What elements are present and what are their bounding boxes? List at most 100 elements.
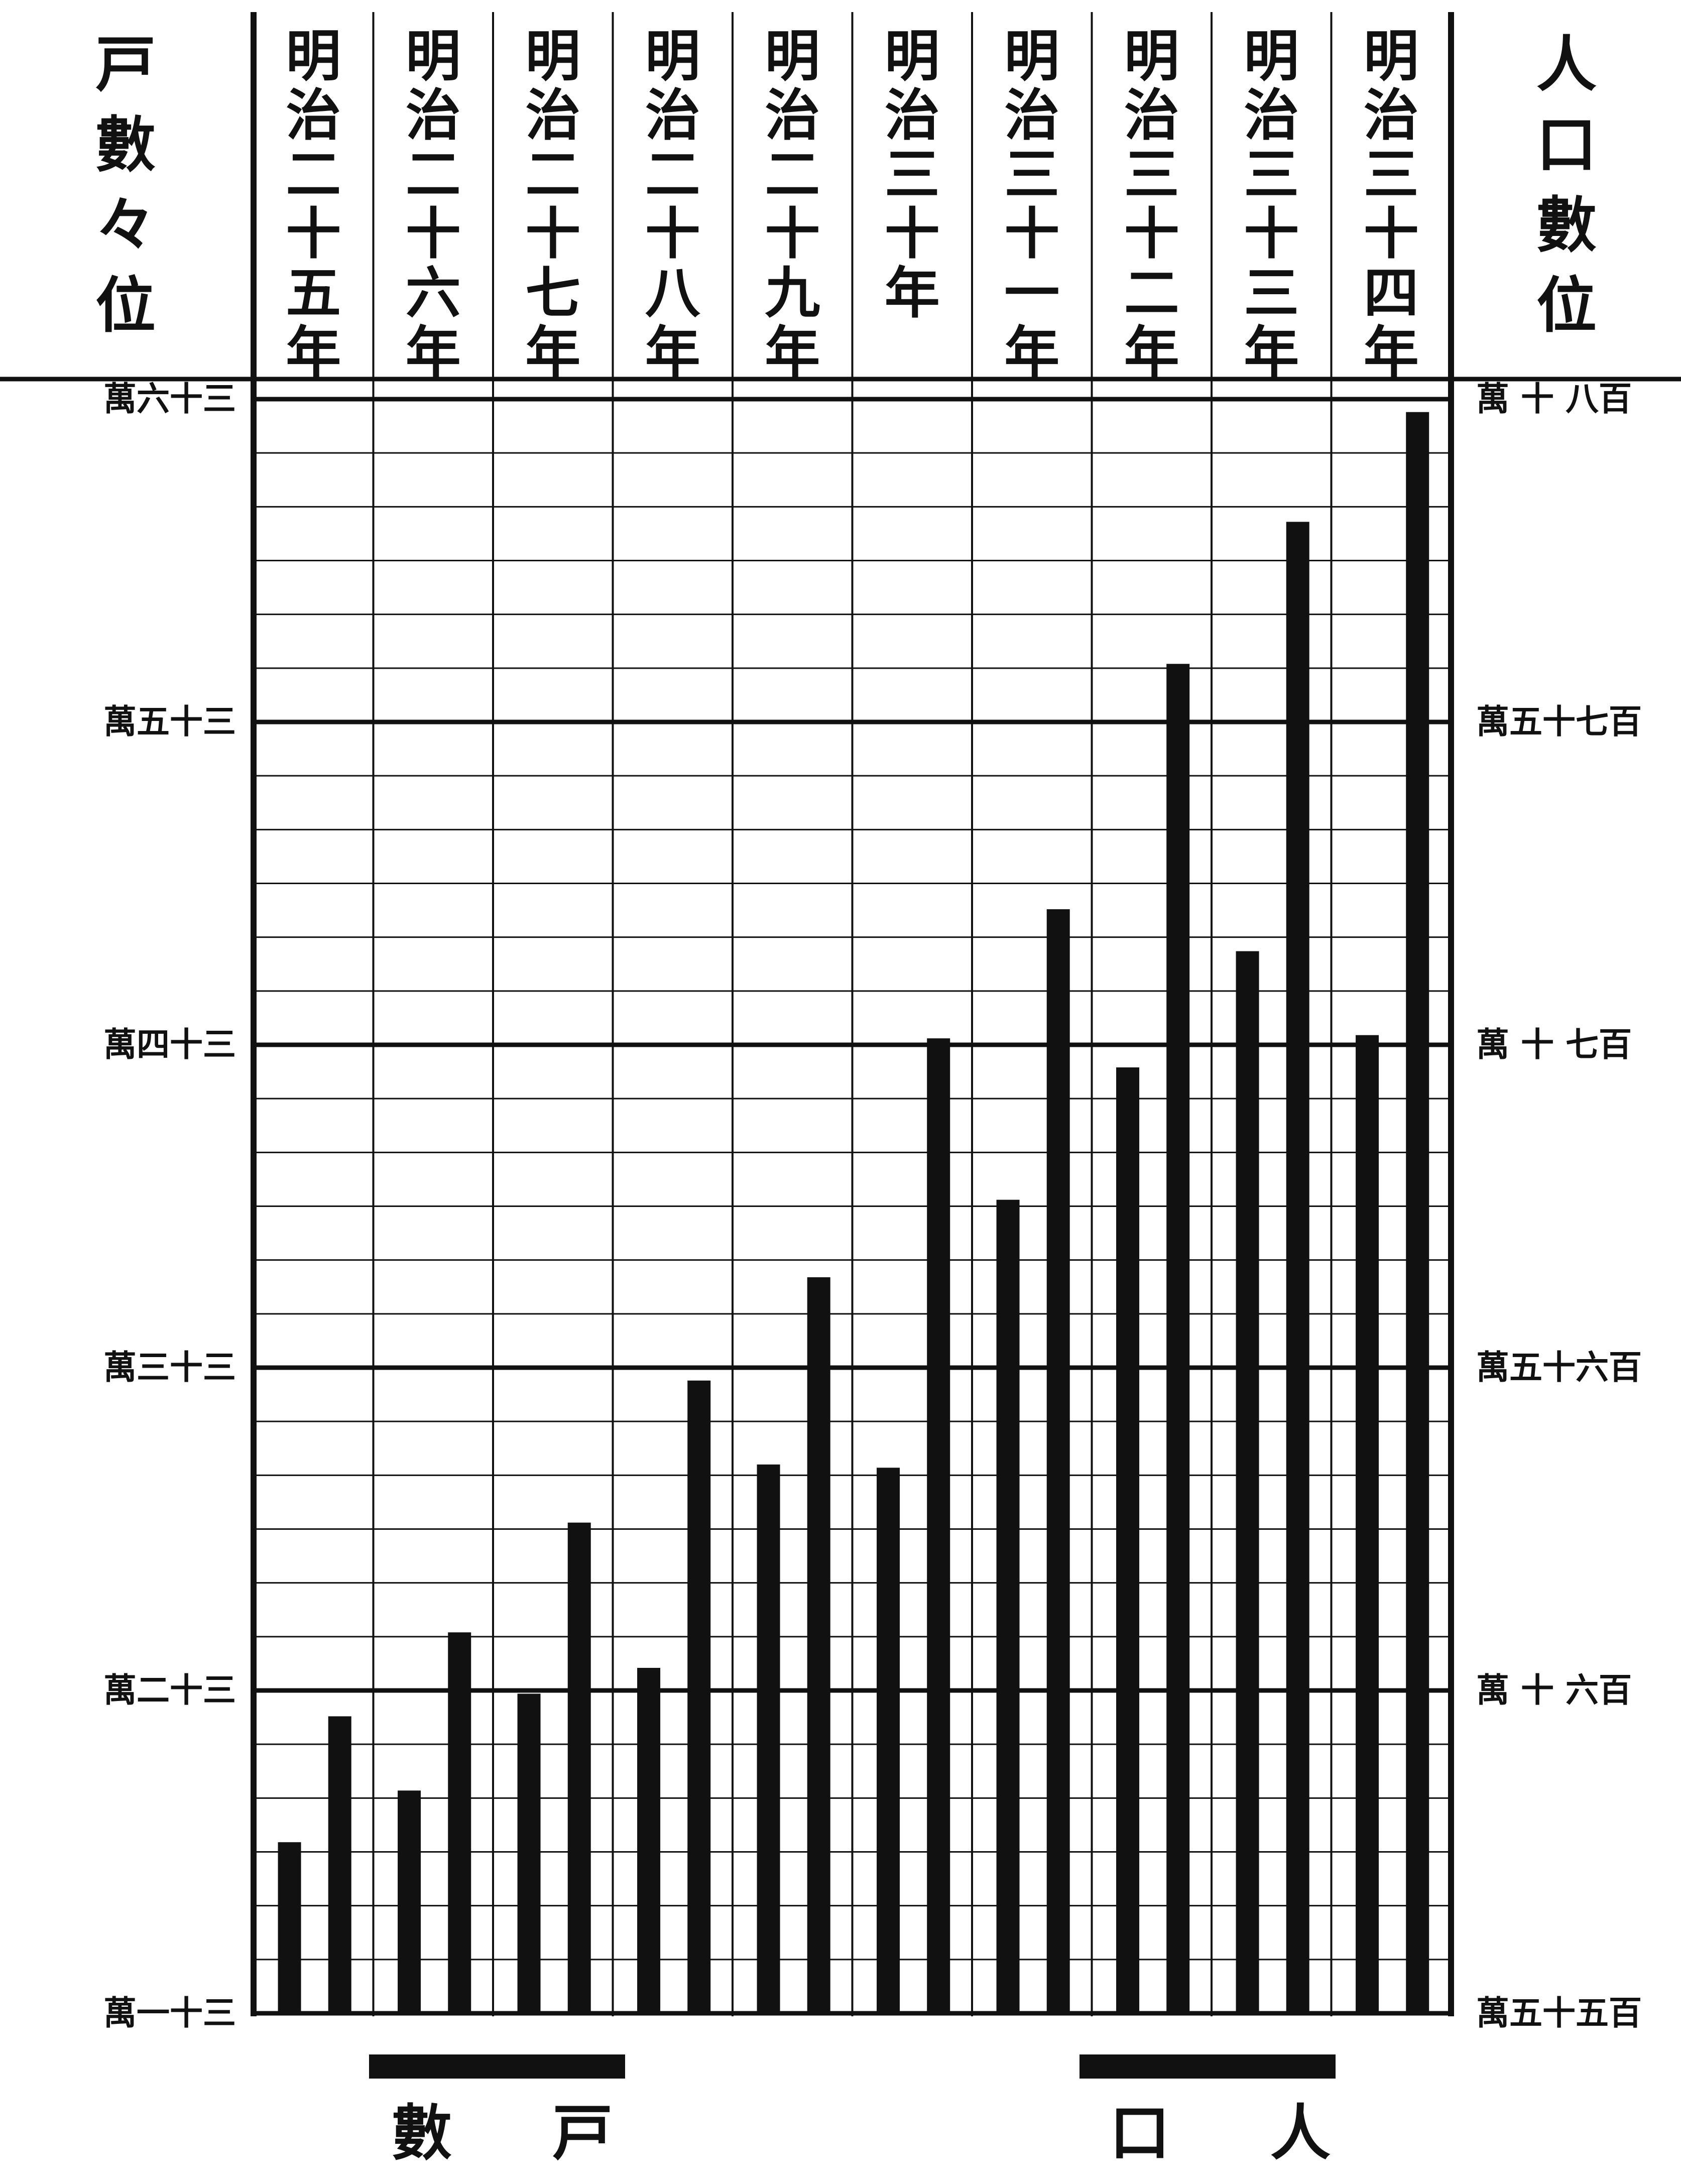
- population-bar: [567, 1522, 591, 2013]
- char: 々: [95, 190, 156, 261]
- char: 口: [1536, 109, 1597, 180]
- char: 二: [406, 142, 461, 207]
- right-tick-label: 萬 十 七百: [1476, 1025, 1632, 1064]
- left-tick-label: 萬六十三: [103, 379, 236, 418]
- population-bar: [927, 1038, 950, 2013]
- char: 三: [1004, 142, 1059, 207]
- legend-label-population: 人: [1270, 2098, 1331, 2168]
- char: 三: [1244, 142, 1299, 207]
- legend-label-population: 口: [1110, 2098, 1170, 2168]
- char: 明: [406, 24, 461, 88]
- char: 位: [95, 270, 156, 341]
- population-bar: [448, 1632, 471, 2013]
- char: 二: [765, 142, 820, 207]
- char: 治: [1244, 83, 1299, 148]
- char: 治: [286, 83, 341, 148]
- char: 治: [1004, 83, 1059, 148]
- household-bar: [757, 1464, 780, 2013]
- char: 四: [1364, 261, 1419, 325]
- left-tick-label: 萬五十三: [103, 702, 236, 741]
- char: 年: [1244, 320, 1299, 385]
- legend-swatch-households: [369, 2054, 625, 2079]
- char: 年: [406, 320, 461, 385]
- char: 年: [765, 320, 820, 385]
- population-bar: [1166, 664, 1190, 2013]
- household-bar: [278, 1842, 301, 2013]
- char: 治: [525, 83, 580, 148]
- household-bar: [1236, 951, 1259, 2013]
- household-bar: [1356, 1035, 1379, 2013]
- char: 明: [1244, 24, 1299, 88]
- right-tick-label: 萬五十七百: [1476, 702, 1642, 741]
- char: 治: [765, 83, 820, 148]
- household-bar: [1116, 1067, 1140, 2013]
- char: 年: [286, 320, 341, 385]
- household-bar: [398, 1790, 421, 2013]
- char: 七: [525, 261, 580, 325]
- char: 治: [885, 83, 940, 148]
- char: 二: [286, 142, 341, 207]
- left-tick-label: 萬一十三: [103, 1993, 236, 2032]
- char: 一: [1004, 261, 1059, 325]
- char: 三: [1124, 142, 1179, 207]
- char: 年: [525, 320, 580, 385]
- char: 二: [1124, 261, 1179, 325]
- char: 十: [525, 201, 580, 266]
- char: 六: [406, 261, 461, 325]
- household-bar: [637, 1667, 661, 2013]
- char: 明: [1124, 24, 1179, 88]
- legend-label-households: 數: [392, 2098, 452, 2168]
- char: 十: [286, 201, 341, 266]
- char: 治: [1124, 83, 1179, 148]
- char: 人: [1536, 29, 1597, 100]
- population-bar: [1286, 522, 1309, 2014]
- char: 年: [885, 261, 940, 325]
- char: 十: [1244, 201, 1299, 266]
- left-tick-label: 萬四十三: [103, 1025, 236, 1064]
- char: 位: [1536, 270, 1597, 341]
- population-bar: [687, 1380, 711, 2013]
- char: 年: [1364, 320, 1419, 385]
- char: 十: [765, 201, 820, 266]
- right-tick-label: 萬 十 八百: [1476, 379, 1632, 418]
- legend-label-households: 戸: [552, 2098, 613, 2168]
- char: 治: [645, 83, 700, 148]
- legend: 數戸口人: [369, 2054, 1336, 2168]
- char: 十: [406, 201, 461, 266]
- char: 數: [1536, 190, 1597, 261]
- char: 年: [645, 320, 700, 385]
- char: 五: [286, 261, 341, 325]
- char: 明: [286, 24, 341, 88]
- bars: [278, 412, 1429, 2014]
- char: 八: [645, 261, 701, 325]
- household-bar: [877, 1468, 900, 2013]
- population-bar: [1046, 909, 1070, 2013]
- household-bar: [996, 1199, 1020, 2013]
- char: 明: [765, 24, 820, 88]
- population-bar: [328, 1716, 351, 2013]
- char: 治: [406, 83, 461, 148]
- population-bar: [807, 1277, 830, 2013]
- char: 二: [645, 142, 700, 207]
- left-tick-label: 萬三十三: [103, 1348, 236, 1387]
- year-headers: 明治二十五年明治二十六年明治二十七年明治二十八年明治二十九年明治三十年明治三十一…: [286, 24, 1419, 385]
- right-tick-label: 萬 十 六百: [1476, 1670, 1632, 1710]
- char: 三: [1364, 142, 1419, 207]
- char: 明: [1364, 24, 1419, 88]
- char: 十: [1124, 201, 1179, 266]
- char: 戸: [95, 29, 156, 100]
- left-tick-label: 萬二十三: [103, 1670, 236, 1710]
